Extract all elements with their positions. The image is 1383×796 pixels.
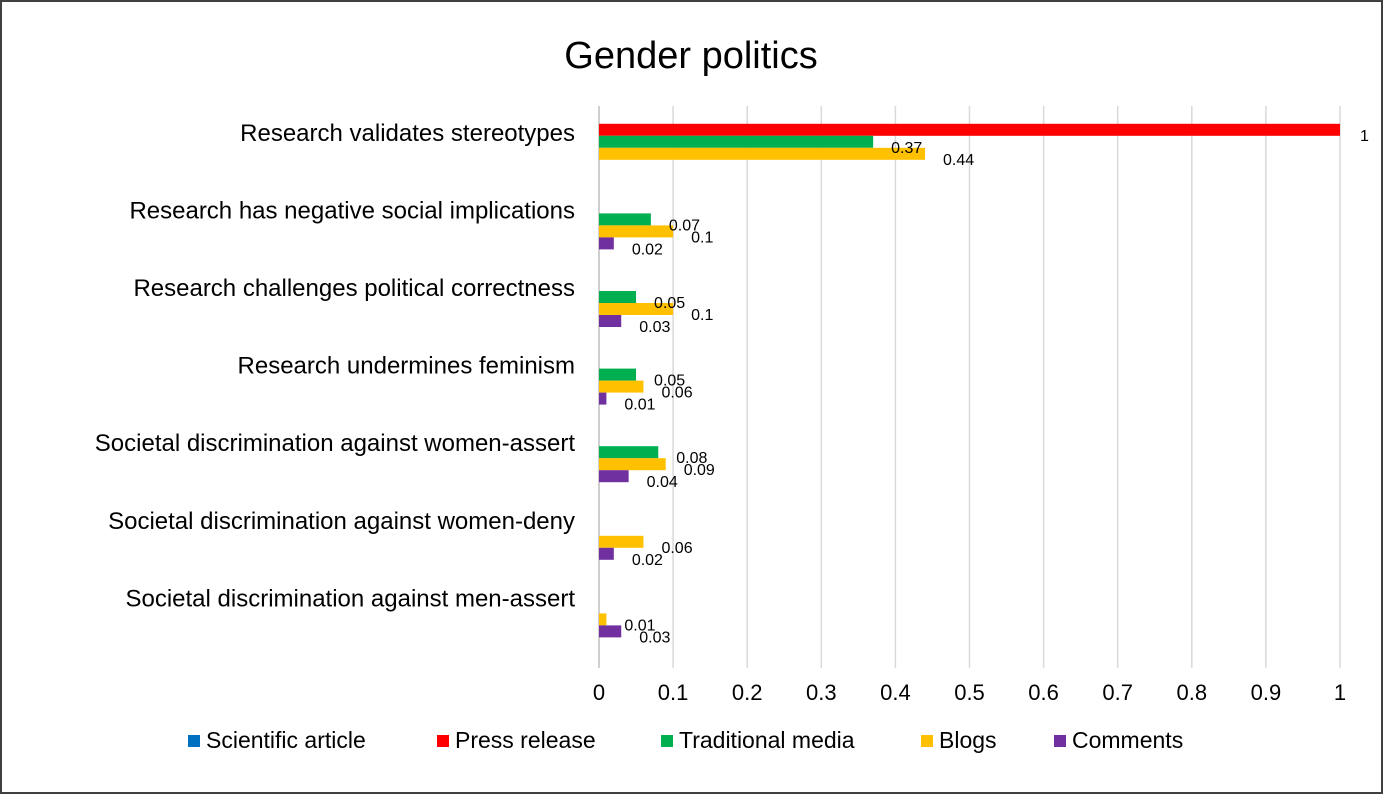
- x-tick-label: 0: [593, 680, 605, 705]
- legend-label: Press release: [455, 727, 596, 753]
- bar: [599, 135, 874, 148]
- grid-layer: [598, 106, 1341, 668]
- data-label: 0.09: [684, 462, 715, 479]
- bar: [599, 613, 607, 626]
- legend-label: Comments: [1072, 727, 1183, 753]
- legend: Scientific article Press release Tradition…: [188, 727, 1183, 753]
- x-tick-label: 1: [1334, 680, 1346, 705]
- bar: [599, 291, 637, 303]
- bar: [599, 625, 622, 638]
- bar: [599, 458, 666, 471]
- x-tick-label: 0.3: [806, 680, 837, 705]
- x-tick-label: 0.8: [1177, 680, 1208, 705]
- category-label: Research has negative social implication…: [129, 197, 575, 224]
- bar: [599, 315, 622, 327]
- data-label: 0.01: [624, 617, 655, 634]
- legend-label: Scientific article: [206, 727, 366, 753]
- data-label: 0.06: [661, 540, 692, 557]
- label-layer: 10.370.440.070.10.020.050.10.030.050.060…: [624, 128, 1369, 647]
- x-tick-label: 0.9: [1251, 680, 1282, 705]
- data-label: 0.07: [669, 217, 700, 234]
- bar: [599, 225, 674, 238]
- legend-swatch: [1054, 735, 1066, 747]
- category-label: Research validates stereotypes: [240, 120, 575, 147]
- bar: [599, 368, 637, 381]
- data-label: 0.06: [661, 385, 692, 402]
- data-label: 0.05: [654, 295, 685, 312]
- data-label: 0.44: [943, 152, 974, 169]
- bar-layer: [599, 123, 1340, 638]
- category-label: Societal discrimination against women-as…: [95, 430, 576, 457]
- bar: [599, 547, 614, 560]
- category-label: Societal discrimination against women-de…: [108, 508, 575, 535]
- data-label: 0.1: [691, 307, 713, 324]
- legend-label: Blogs: [939, 727, 997, 753]
- bar: [599, 446, 659, 459]
- x-tick-label: 0.5: [954, 680, 985, 705]
- chart-title: Gender politics: [564, 35, 817, 77]
- bar: [599, 470, 629, 483]
- category-label: Research undermines feminism: [238, 353, 575, 380]
- bar: [599, 237, 614, 250]
- x-tick-label: 0.7: [1102, 680, 1133, 705]
- x-tick-label: 0.1: [658, 680, 689, 705]
- legend-swatch: [661, 735, 673, 747]
- data-label: 0.05: [654, 373, 685, 390]
- data-label: 0.04: [647, 474, 678, 491]
- legend-swatch: [437, 735, 449, 747]
- data-label: 0.03: [639, 629, 670, 646]
- x-tick-label: 0.4: [880, 680, 911, 705]
- category-label: Societal discrimination against men-asse…: [125, 585, 575, 612]
- data-label: 0.03: [639, 319, 670, 336]
- data-label: 1: [1360, 128, 1369, 145]
- legend-label: Traditional media: [679, 727, 855, 753]
- bar: [599, 535, 644, 548]
- x-tick-label: 0.6: [1028, 680, 1059, 705]
- data-label: 0.1: [691, 229, 713, 246]
- data-label: 0.02: [632, 552, 663, 569]
- legend-swatch: [188, 735, 200, 747]
- bar: [599, 303, 674, 315]
- x-tick-labels: 0 0.1 0.2 0.3 0.4 0.5 0.6 0.7 0.8 0.9 1: [593, 680, 1346, 705]
- legend-swatch: [921, 735, 933, 747]
- x-tick-label: 0.2: [732, 680, 763, 705]
- category-label: Research challenges political correctnes…: [133, 275, 575, 302]
- data-label: 0.02: [632, 241, 663, 258]
- data-label: 0.01: [624, 397, 655, 414]
- bar: [599, 380, 644, 393]
- category-labels: Research validates stereotypes Research h…: [95, 120, 576, 613]
- bar: [599, 123, 1340, 136]
- bar: [599, 147, 926, 160]
- data-label: 0.37: [891, 140, 922, 157]
- data-label: 0.08: [676, 450, 707, 467]
- bar: [599, 392, 607, 405]
- bar: [599, 213, 651, 226]
